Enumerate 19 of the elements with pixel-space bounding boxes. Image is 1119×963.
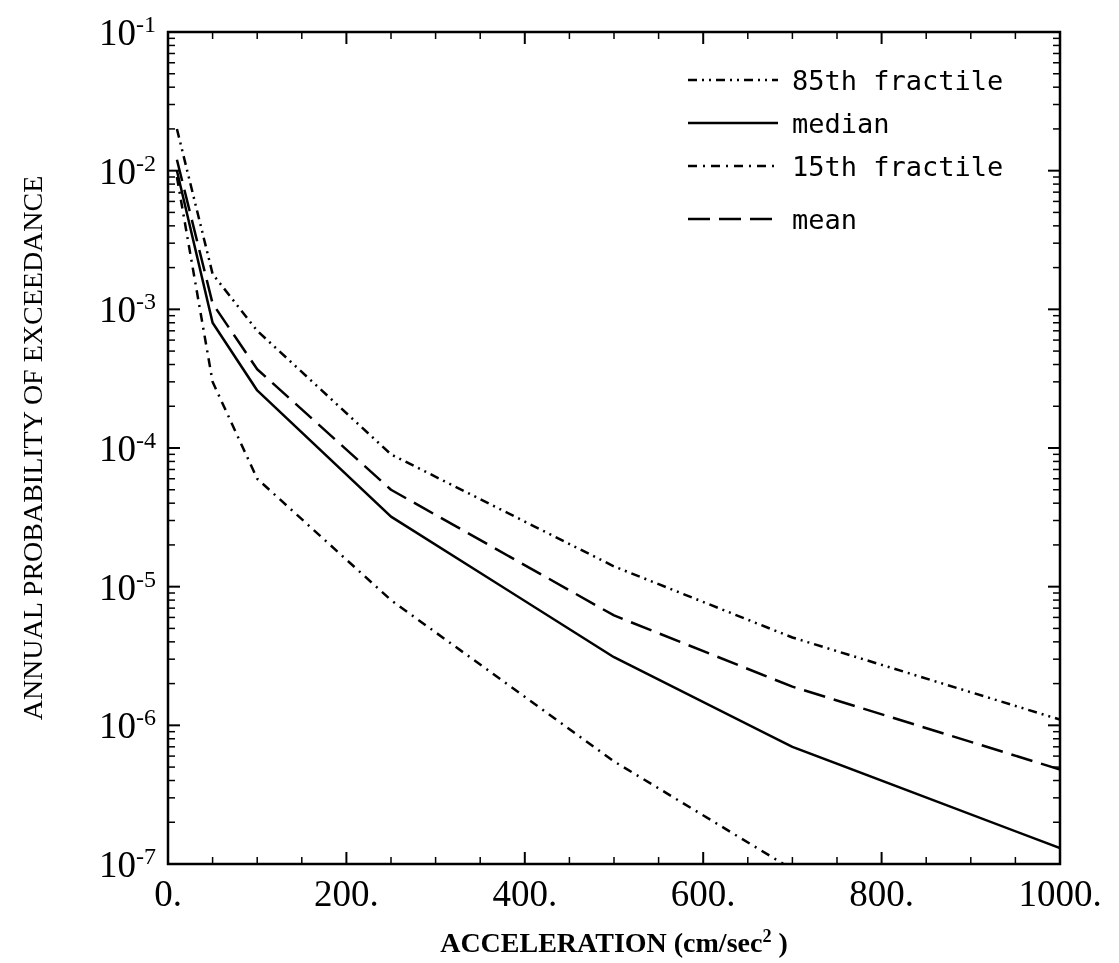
x-tick-label: 200. [314,873,379,914]
y-tick-label: 10$^{-2}$ [98,149,156,192]
x-tick-label: 600. [670,873,736,914]
legend-label: 15th fractile [792,151,1004,182]
x-tick-label: 400. [492,873,558,914]
x-tick-label: 1000. [1018,873,1102,914]
y-tick-label: 10$^{-5}$ [98,565,156,608]
legend-label: median [792,108,890,139]
y-tick-label: 10$^{-6}$ [98,704,156,747]
legend-label: 85th fractile [792,65,1004,96]
x-tick-label: 800. [849,873,914,914]
y-tick-label: 10$^{-4}$ [98,427,156,469]
x-tick-label: 0. [154,873,182,914]
x-axis-title: ACCELERATION (cm/sec$^{2}$ ) [440,926,788,958]
y-tick-label: 10$^{-7}$ [98,843,156,885]
y-tick-label: 10$^{-1}$ [98,11,156,53]
y-axis-title: ANNUAL PROBABILITY OF EXCEEDANCE [17,175,48,721]
legend-label: mean [792,204,858,235]
y-tick-label: 10$^{-3}$ [98,288,156,331]
